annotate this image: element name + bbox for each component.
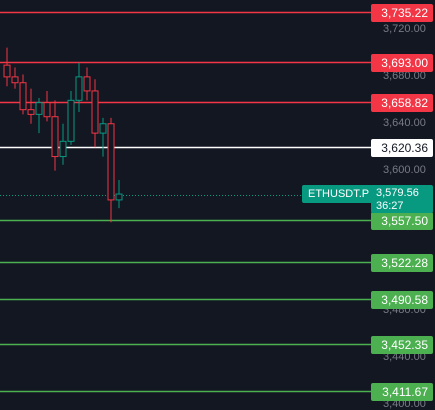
candle-body bbox=[27, 109, 35, 115]
level-tag-6[interactable]: 3,490.58 bbox=[371, 291, 433, 309]
level-tag-7[interactable]: 3,452.35 bbox=[371, 336, 433, 354]
candle-body bbox=[11, 76, 19, 84]
candle bbox=[43, 90, 51, 122]
candle-body bbox=[35, 102, 43, 115]
candle-countdown: 36:27 bbox=[376, 200, 404, 212]
level-tag-5[interactable]: 3,522.28 bbox=[371, 254, 433, 272]
candle bbox=[59, 123, 67, 165]
candle bbox=[11, 67, 19, 89]
candle bbox=[19, 74, 27, 115]
level-tag-1[interactable]: 3,693.00 bbox=[371, 54, 433, 72]
current-price-value: 3,579.56 bbox=[376, 187, 419, 199]
candle-body bbox=[67, 99, 75, 142]
candle bbox=[35, 97, 43, 134]
candle-body bbox=[115, 193, 123, 201]
candle bbox=[27, 88, 35, 124]
candle-body bbox=[75, 76, 83, 101]
candle-body bbox=[51, 116, 59, 158]
level-tag-8[interactable]: 3,411.67 bbox=[371, 383, 433, 401]
candle bbox=[75, 62, 83, 113]
candle-body bbox=[3, 64, 11, 78]
axis-tick-label: 3,720.00 bbox=[383, 23, 426, 35]
axis-tick-label: 3,400.00 bbox=[383, 398, 426, 410]
axis-tick-label: 3,600.00 bbox=[383, 163, 426, 176]
level-tag-2[interactable]: 3,658.82 bbox=[371, 94, 433, 112]
level-tag-3[interactable]: 3,620.36 bbox=[371, 139, 433, 157]
candle bbox=[91, 79, 99, 148]
candle bbox=[67, 90, 75, 145]
current-price-tag: 3,579.56 36:27 bbox=[371, 185, 433, 213]
candle-body bbox=[83, 76, 91, 92]
candle bbox=[3, 47, 11, 87]
candle-body bbox=[99, 123, 107, 134]
candle bbox=[83, 67, 91, 101]
candle-body bbox=[19, 82, 27, 111]
axis-tick-label: 3,440.00 bbox=[383, 351, 426, 364]
candle-body bbox=[43, 102, 51, 118]
candle bbox=[115, 180, 123, 209]
axis-tick-label: 3,680.00 bbox=[383, 69, 426, 82]
candle-body bbox=[107, 123, 115, 201]
axis-tick-label: 3,640.00 bbox=[383, 116, 426, 129]
candle bbox=[99, 117, 107, 157]
level-tag-4[interactable]: 3,557.50 bbox=[371, 212, 433, 230]
candle bbox=[51, 100, 59, 171]
symbol-label: ETHUSDT.P bbox=[302, 185, 376, 203]
candle-body bbox=[59, 140, 67, 158]
candle bbox=[107, 117, 115, 223]
level-tag-0[interactable]: 3,735.22 bbox=[371, 4, 433, 22]
candle-body bbox=[91, 90, 99, 134]
